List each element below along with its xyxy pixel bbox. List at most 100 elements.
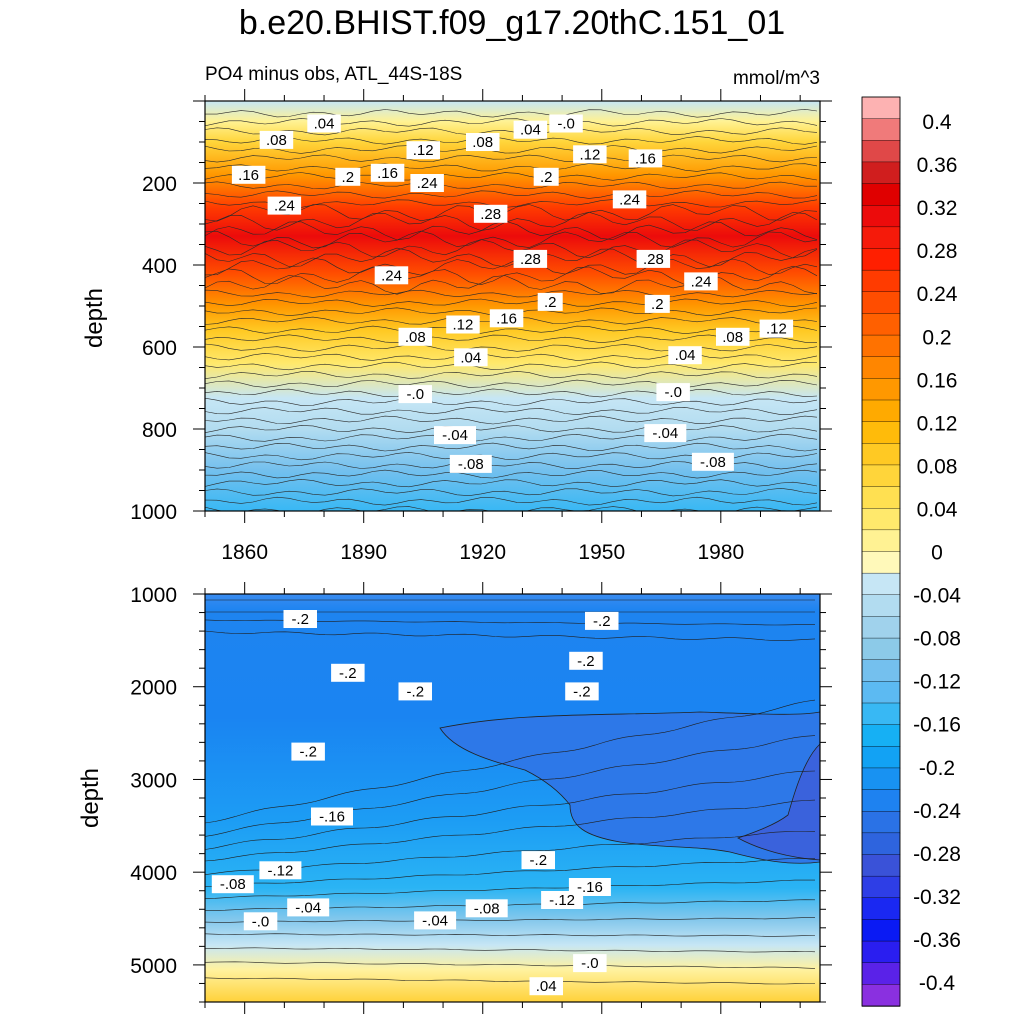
- upper-contour-label: .24: [374, 266, 409, 285]
- lower-contour-label-text: -.16: [319, 809, 345, 826]
- colorbar-swatch: [861, 421, 901, 444]
- lower-contour-label-box: [465, 899, 508, 918]
- upper-contour-label-box: [644, 424, 687, 443]
- upper-contour-line: [205, 118, 818, 127]
- colorbar-swatch: [861, 356, 901, 380]
- lower-contour-label: -.0: [243, 912, 278, 931]
- upper-panel-contour-lines: [205, 108, 818, 511]
- lower-contour-label: -.12: [541, 891, 584, 909]
- lower-contour-line: [205, 879, 815, 899]
- upper-panel-subtitle: PO4 minus obs, ATL_44S-18S: [205, 64, 463, 85]
- upper-contour-label-box: [533, 167, 559, 186]
- y-tick-label: 1000: [130, 501, 177, 524]
- upper-contour-line: [205, 154, 818, 163]
- colorbar-swatch: [861, 962, 901, 986]
- upper-contour-line: [205, 496, 818, 506]
- colorbar-tick-label: -0.32: [913, 886, 961, 909]
- colorbar-swatch: [861, 724, 901, 747]
- upper-contour-label-text: .04: [675, 347, 696, 364]
- upper-contour-label: -.0: [549, 114, 583, 133]
- upper-contour-label-text: -.08: [458, 456, 484, 473]
- y-tick-label: 2000: [130, 677, 177, 700]
- colorbar-swatch: [861, 464, 901, 488]
- upper-contour-line: [205, 136, 818, 145]
- upper-contour-line: [205, 239, 818, 259]
- lower-contour-label-text: -.04: [422, 912, 448, 929]
- y-tick-label: 5000: [130, 955, 177, 978]
- lower-panel-ylabel: depth: [77, 768, 104, 828]
- colorbar-swatch: [861, 118, 901, 141]
- colorbar-swatch: [861, 702, 901, 726]
- upper-contour-label: .16: [628, 149, 663, 168]
- lower-contour-label: -.16: [311, 807, 353, 826]
- upper-contour-label-text: .24: [691, 273, 712, 290]
- colorbar-swatch: [861, 919, 901, 942]
- x-tick-label: 1920: [459, 541, 506, 564]
- colorbar-tick-label: 0.12: [917, 412, 958, 435]
- lower-contour-line: [205, 831, 816, 875]
- lower-contour-label-box: [243, 912, 278, 931]
- lower-contour-label: -.04: [414, 911, 457, 930]
- lower-contour-label: -.12: [259, 861, 302, 880]
- lower-contour-label-text: .04: [536, 978, 557, 995]
- upper-panel-x-axis: 1860 1890 1920 1950 1980: [204, 89, 801, 564]
- lower-contour-label: -.0: [573, 954, 607, 973]
- upper-contour-label-text: -.0: [407, 386, 425, 403]
- upper-contour-line: [205, 230, 818, 249]
- upper-contour-line: [205, 487, 818, 497]
- colorbar-tick-label: -0.36: [913, 929, 961, 952]
- upper-contour-line: [205, 181, 817, 190]
- lower-contour-label-box: [283, 610, 317, 628]
- y-tick-label: 4000: [130, 862, 177, 885]
- upper-contour-label: -.04: [434, 426, 476, 445]
- lower-contour-label-box: [287, 898, 330, 917]
- upper-contour-label-text: .08: [722, 329, 743, 346]
- upper-contour-label-text: .04: [314, 116, 335, 133]
- colorbar-tick-label: -0.08: [913, 628, 961, 651]
- lower-contour-line: [205, 735, 816, 837]
- x-tick-label: 1950: [578, 541, 625, 564]
- upper-contour-label: .24: [684, 272, 718, 291]
- upper-panel-contour-labels: .08.04.08.04 -.0.12.12.16.2.16.24.2.16.24…: [231, 114, 794, 473]
- upper-contour-label-text: .24: [417, 175, 438, 192]
- upper-contour-line: [205, 298, 818, 308]
- lower-contour-label: .04: [529, 977, 563, 996]
- colorbar-swatch: [861, 875, 901, 899]
- lower-contour-label-text: -.0: [252, 913, 270, 930]
- upper-contour-label: .04: [513, 120, 548, 139]
- x-tick-label: 1860: [221, 541, 268, 564]
- lower-contour-label-box: [291, 742, 325, 761]
- upper-contour-label-text: .16: [496, 310, 517, 327]
- colorbar-swatch: [861, 897, 901, 921]
- upper-contour-label-box: [434, 426, 476, 445]
- lower-contour-label-text: -.08: [220, 876, 246, 893]
- upper-contour-label-box: [454, 348, 488, 367]
- lower-panel-x-axis: [204, 582, 801, 1014]
- lower-contour-line: [205, 630, 816, 641]
- upper-contour-label-text: .28: [480, 206, 501, 223]
- upper-contour-label: .04: [454, 348, 488, 367]
- upper-contour-line: [205, 406, 818, 416]
- lower-contour-label-text: -.0: [581, 955, 599, 972]
- lower-contour-label-text: -.2: [593, 613, 611, 630]
- colorbar-tick-label: -0.2: [919, 757, 955, 780]
- lower-contour-label-text: -.2: [573, 683, 591, 700]
- lower-contour-label-text: -.2: [291, 611, 309, 628]
- upper-contour-line: [205, 190, 818, 199]
- colorbar-tick-label: 0.24: [917, 283, 958, 306]
- upper-contour-label: .08: [398, 327, 432, 346]
- colorbar-swatch: [861, 746, 901, 769]
- colorbar-swatch: [861, 789, 901, 812]
- lower-contour-label: -.04: [287, 898, 330, 917]
- upper-contour-label: .24: [410, 174, 444, 192]
- lower-panel-deepest-core-region: [737, 743, 820, 861]
- lower-contour-label-box: [529, 977, 563, 996]
- upper-contour-label-box: [410, 174, 444, 192]
- lower-contour-label-text: -.2: [299, 744, 317, 761]
- upper-contour-line: [205, 289, 818, 298]
- upper-contour-line: [205, 352, 818, 361]
- y-tick-label: 200: [142, 173, 177, 196]
- upper-contour-label-box: [636, 249, 671, 268]
- colorbar-tick-label: 0.36: [917, 154, 958, 177]
